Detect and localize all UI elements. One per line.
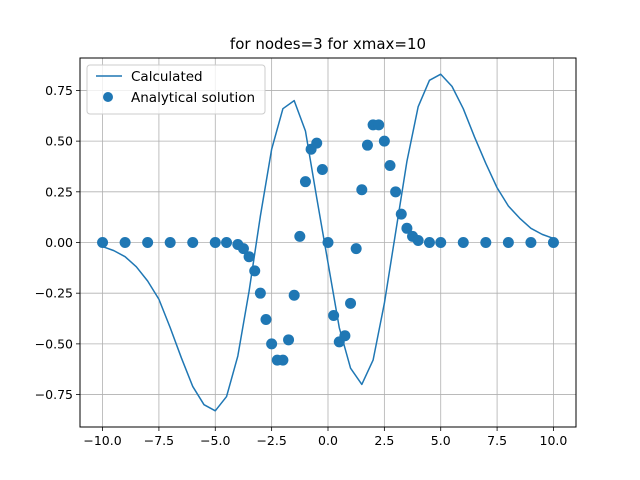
series-line-calculated (102, 73, 554, 412)
data-point-analytical (547, 237, 559, 248)
data-point-analytical (97, 237, 109, 248)
data-point-analytical (502, 237, 514, 248)
data-point-analytical (525, 237, 537, 248)
data-point-analytical (395, 208, 407, 220)
data-point-analytical (401, 222, 413, 234)
x-tick-label: 0.0 (318, 433, 338, 448)
data-point-analytical (164, 237, 176, 248)
x-tick-label: −7.5 (144, 433, 174, 448)
chart-title: for nodes=3 for xmax=10 (230, 35, 426, 53)
legend-box (86, 64, 266, 115)
data-point-analytical (345, 297, 357, 309)
data-point-analytical (119, 237, 131, 248)
data-point-analytical (384, 159, 396, 171)
x-tick-label: −2.5 (256, 433, 286, 448)
data-point-analytical (209, 237, 221, 248)
data-point-analytical (249, 265, 261, 277)
data-point-analytical (277, 354, 289, 366)
legend: Calculated Analytical solution (86, 64, 266, 115)
data-point-analytical (254, 287, 266, 299)
data-point-analytical (350, 243, 362, 255)
data-point-analytical (480, 237, 492, 248)
x-tick-label: 7.5 (487, 433, 507, 448)
legend-label-calculated: Calculated (131, 69, 203, 85)
data-point-analytical (142, 237, 154, 248)
data-point-analytical (288, 289, 300, 301)
x-tick-label: 2.5 (374, 433, 394, 448)
data-point-analytical (187, 237, 199, 248)
data-point-analytical (311, 137, 323, 149)
data-point-analytical (283, 334, 295, 346)
data-point-analytical (328, 309, 340, 321)
data-point-analytical (316, 164, 328, 176)
y-tick-label: 0.75 (45, 83, 73, 98)
data-point-analytical (260, 314, 272, 326)
axis-ticks: −10.0 −7.5 −5.0 −2.5 0.0 2.5 5.0 7.5 10.0 0.75 0.5… (35, 83, 568, 448)
data-point-analytical (294, 230, 306, 242)
data-point-analytical (378, 135, 390, 147)
y-tick-label: 0.25 (45, 184, 73, 199)
x-tick-label: −10.0 (83, 433, 121, 448)
plot-data (97, 73, 559, 412)
x-tick-label: −5.0 (200, 433, 230, 448)
data-point-analytical (266, 338, 278, 350)
data-point-analytical (322, 237, 334, 248)
x-tick-label: 10.0 (540, 433, 568, 448)
data-point-analytical (435, 237, 447, 248)
data-point-analytical (412, 234, 424, 246)
data-point-analytical (243, 251, 255, 263)
data-point-analytical (221, 237, 233, 248)
data-point-analytical (390, 186, 402, 198)
data-point-analytical (356, 184, 368, 196)
data-point-analytical (423, 237, 435, 248)
data-point-analytical (339, 330, 351, 342)
legend-label-analytical: Analytical solution (131, 90, 255, 106)
legend-marker-swatch (103, 92, 113, 102)
y-tick-label: 0.00 (45, 235, 73, 250)
grid (80, 58, 576, 427)
data-point-analytical (361, 139, 373, 151)
data-point-analytical (457, 237, 469, 248)
y-tick-label: −0.75 (35, 387, 73, 402)
y-tick-label: 0.50 (45, 134, 73, 149)
x-tick-label: 5.0 (431, 433, 451, 448)
data-point-analytical (237, 243, 249, 255)
y-tick-label: −0.25 (35, 286, 73, 301)
y-tick-label: −0.50 (35, 336, 73, 351)
data-point-analytical (373, 119, 385, 131)
data-point-analytical (299, 176, 311, 188)
